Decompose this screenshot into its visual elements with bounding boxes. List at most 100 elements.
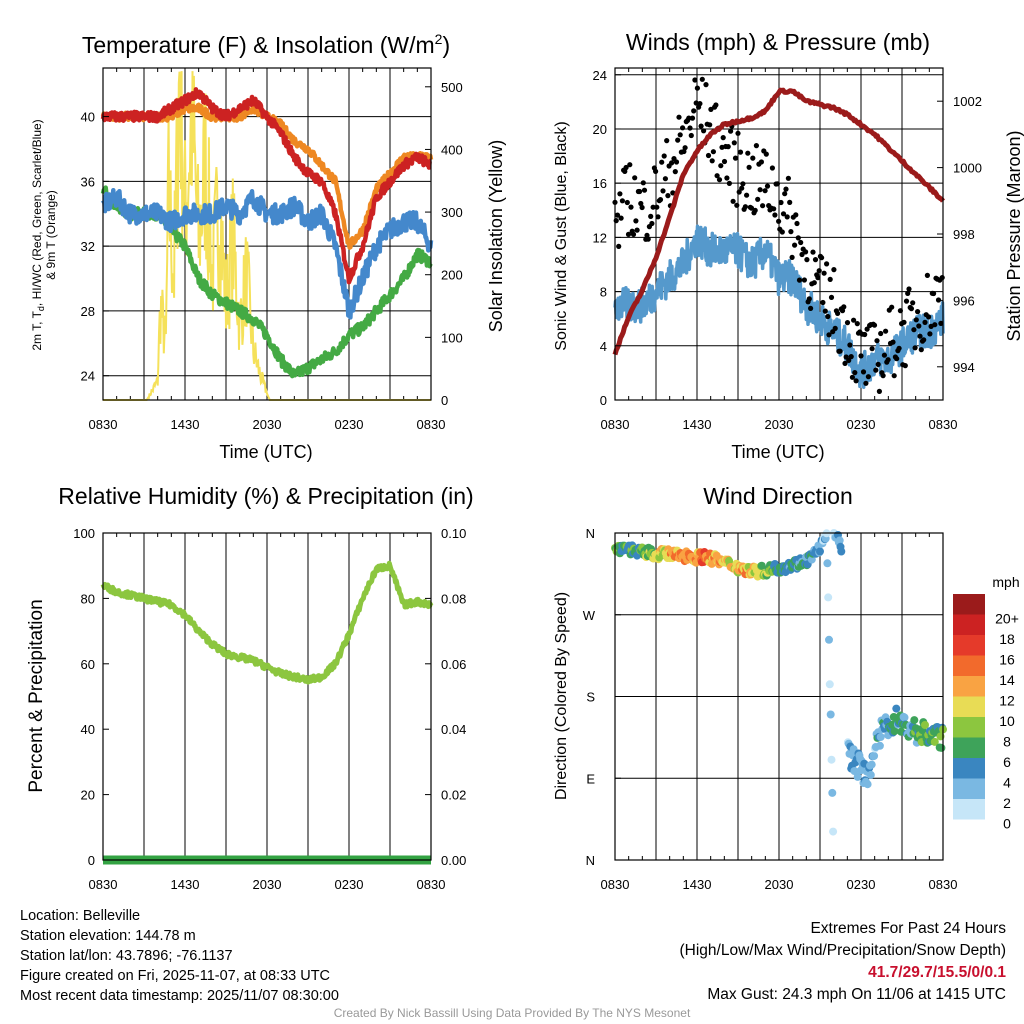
gust-point [846,357,852,363]
gust-point [677,132,683,138]
gust-point [676,114,682,120]
winds-panel: Winds (mph) & Pressure (mb) 0830 1430 2030… [553,29,1024,462]
gust-point [724,175,730,181]
legend-label: 14 [999,672,1015,688]
gust-point [617,191,623,197]
gust-point [824,261,830,267]
legend-swatch [953,799,985,820]
direction-point [876,733,885,741]
gust-point [915,309,921,315]
gust-point [648,213,654,219]
gust-point [911,327,917,333]
y-tick-label: 0 [600,393,607,408]
y-tick-label: 20 [593,122,607,137]
gust-point [880,373,886,379]
direction-tick-label: S [586,690,595,705]
direction-point [835,536,844,545]
extremes-title: Extremes For Past 24 Hours [810,920,1006,937]
gust-point [938,320,944,326]
gust-point [710,149,717,155]
temperature-ylabel-line2: & 9m T (Orange) [44,190,58,280]
temperature-title: Temperature (F) & Insolation (W/m2) [82,31,450,58]
gust-point [649,220,655,227]
direction-point [825,635,833,644]
gust-point [901,319,907,325]
gust-point [849,374,856,380]
gust-point [794,220,800,227]
x-tick-label: 2030 [253,417,282,432]
gust-point [661,153,667,159]
legend-swatch [953,717,985,738]
gust-point [810,249,816,255]
gust-point [831,267,837,273]
y-tick-label: 40 [81,110,95,125]
gust-point [792,242,798,248]
x-tick-label: 1430 [683,417,712,432]
gust-point [788,229,794,235]
plot-border [102,532,432,861]
gust-point [771,206,777,212]
gust-point [871,322,878,328]
gust-point [785,175,792,181]
gust-point [798,239,804,246]
legend-label: 10 [999,713,1015,729]
gust-point [783,186,789,192]
direction-point [837,547,846,556]
x-tick-label: 2030 [765,877,794,892]
humidity-plot: 0830 1430 2030 0230 0830 0 20 40 60 80 100 0.00 0.02… [73,526,466,892]
gust-point [692,77,698,83]
y-tick-label: 0 [88,853,95,868]
gust-point [894,356,900,362]
sonic-wind-line [613,224,945,389]
gust-point [669,160,675,166]
legend-label: 18 [999,631,1015,647]
y-tick-label: 20 [81,788,95,803]
direction-point [829,827,838,836]
temperature-ylabel: 2m T, Td, HI/WC (Red, Green, Scarlet/Blu… [30,119,46,350]
gust-point [707,122,713,128]
legend-swatch [953,737,985,758]
direction-title: Wind Direction [703,483,853,509]
winds-title: Winds (mph) & Pressure (mb) [626,29,930,55]
gust-point [672,169,678,175]
gust-point [910,300,916,306]
gust-point [789,254,795,260]
direction-tick-label: N [586,526,595,541]
gust-point [878,330,884,337]
gust-point [815,275,821,281]
gust-point [639,204,645,211]
gust-point [709,158,715,164]
gust-point [624,199,630,206]
y2-tick-label: 100 [441,330,463,345]
direction-point [921,721,929,729]
y-tick-label: 8 [600,285,607,300]
gust-point [889,304,895,310]
gust-point [905,290,911,296]
gust-point [881,352,888,358]
winds-ylabel: Sonic Wind & Gust (Blue, Black) [553,121,570,350]
gust-point [780,211,787,217]
gust-point [694,85,701,91]
gust-point [812,257,819,263]
direction-point [824,593,833,602]
gust-point [662,176,669,182]
gust-point [841,304,847,310]
legend-label: 20+ [995,610,1019,626]
gust-point [858,353,864,359]
direction-point [823,559,832,568]
gust-point [657,197,664,203]
y2-tick-label: 0.06 [441,657,466,672]
gust-point [816,268,822,274]
gust-point [863,380,869,386]
x-tick-label: 0230 [847,417,876,432]
gust-point [731,140,737,146]
gust-point [680,125,686,131]
gust-point [835,310,841,316]
gust-point [939,275,945,281]
gust-point [862,331,868,338]
gust-point [926,314,932,320]
humidity-grid [102,533,432,860]
gust-point [918,347,924,353]
gust-point [844,320,851,326]
gust-point [659,159,665,165]
